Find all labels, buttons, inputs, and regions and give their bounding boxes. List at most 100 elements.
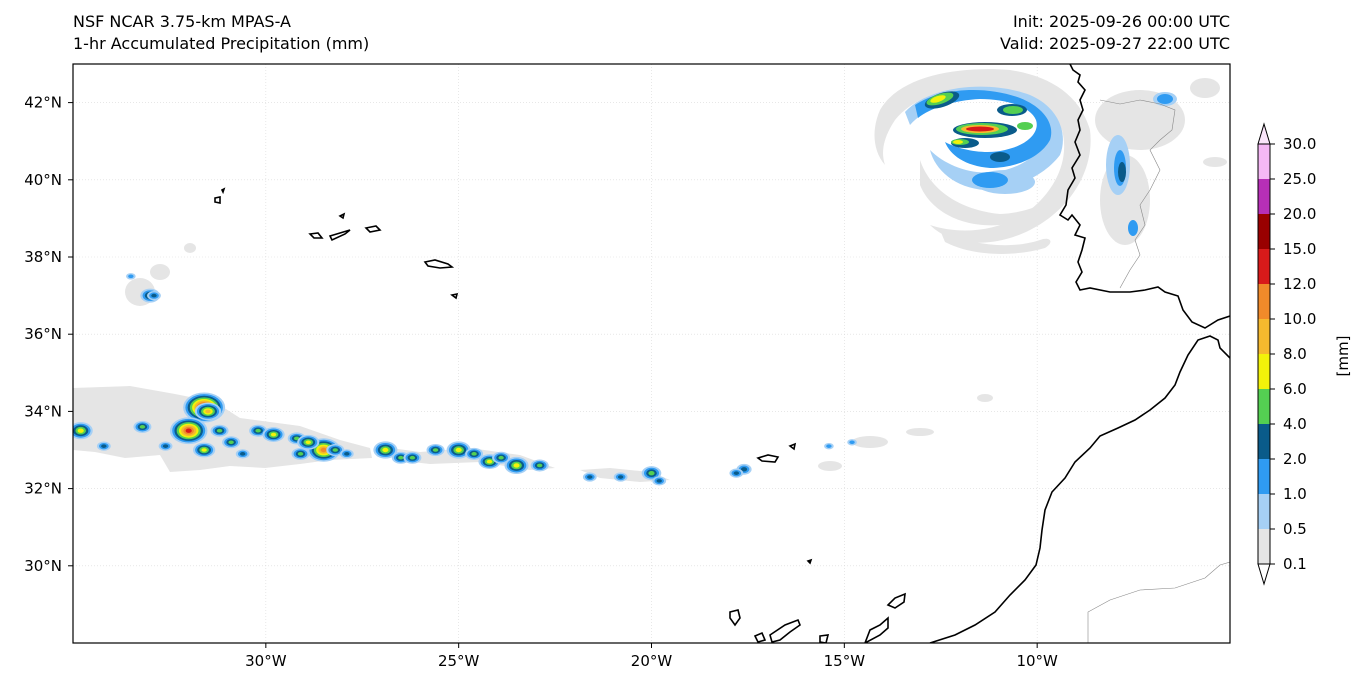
coastline-africa (929, 335, 1230, 643)
precip-cell (270, 432, 277, 437)
precip-area-trace (953, 140, 963, 144)
colorbar-level-label: 1.0 (1283, 485, 1307, 503)
precip-area-trace (818, 461, 842, 471)
precip-cell (344, 452, 350, 456)
colorbar-level-label: 12.0 (1283, 275, 1316, 293)
colorbar-swatch (1258, 284, 1270, 319)
lat-tick-label: 42°N (24, 94, 62, 112)
precip-area-trace (990, 152, 1010, 162)
precip-area-trace (852, 436, 888, 448)
precip-cell (151, 293, 157, 298)
precip-area-trace (150, 264, 170, 280)
island-gran-canaria (819, 634, 830, 643)
island-santa-maria (450, 292, 459, 300)
precip-cell (216, 428, 223, 433)
precip-cell (733, 471, 740, 475)
colorbar-swatch (1258, 179, 1270, 214)
colorbar-swatch (1258, 144, 1270, 179)
precip-cell (536, 463, 543, 468)
colorbar-level-label: 0.5 (1283, 520, 1307, 538)
colorbar: 0.1 0.5 1.0 2.0 4.0 6.0 8.0 10.0 12.0 15.0 20.0 25.… (1257, 122, 1316, 586)
lon-tick-label: 15°W (824, 652, 866, 670)
colorbar-unit-label: [mm] (1334, 336, 1352, 377)
lat-tick-label: 36°N (24, 325, 62, 343)
borders (1087, 99, 1230, 643)
lat-tick-label: 34°N (24, 402, 62, 420)
field-title: 1-hr Accumulated Precipitation (mm) (73, 34, 370, 53)
colorbar-swatch (1258, 319, 1270, 354)
precip-cell (332, 448, 338, 452)
island-fuerteventura (864, 616, 889, 643)
colorbar-level-label: 20.0 (1283, 205, 1316, 223)
colorbar-swatch (1258, 459, 1270, 494)
lat-tick-label: 40°N (24, 171, 62, 189)
colorbar-level-label: 15.0 (1283, 240, 1316, 258)
init-time: Init: 2025-09-26 00:00 UTC (1012, 12, 1230, 31)
precip-layer (73, 69, 1227, 486)
precip-cell (498, 455, 504, 460)
lon-tick-label: 25°W (438, 652, 480, 670)
colorbar-swatch (1258, 249, 1270, 284)
precip-area-trace (1003, 106, 1023, 114)
precip-cell (471, 452, 477, 456)
model-title: NSF NCAR 3.75-km MPAS-A (73, 12, 291, 31)
colorbar-swatch (1258, 354, 1270, 389)
precip-cell (228, 440, 234, 445)
precip-cell (162, 444, 169, 448)
lat-tick-label: 30°N (24, 557, 62, 575)
precip-cell (139, 425, 146, 429)
precip-cell (239, 452, 246, 456)
lat-tick-label: 32°N (24, 480, 62, 498)
precip-area-trace (1017, 122, 1033, 130)
island-lanzarote (886, 592, 906, 609)
precip-cell (826, 444, 832, 448)
colorbar-swatch (1258, 389, 1270, 424)
island-sao-miguel (423, 259, 455, 269)
precip-area-trace (920, 160, 1068, 226)
precip-cell (77, 428, 84, 433)
colorbar-level-label: 8.0 (1283, 345, 1307, 363)
storm-system (874, 69, 1227, 254)
island-corvo (220, 187, 226, 195)
precip-area-trace (1118, 162, 1126, 182)
colorbar-level-label: 6.0 (1283, 380, 1307, 398)
island-la-gomera (753, 631, 767, 643)
colorbar-over-extend (1257, 122, 1271, 145)
lon-tick-label: 30°W (245, 652, 287, 670)
precip-cell (201, 448, 207, 452)
island-madeira (756, 454, 780, 463)
precip-cell (293, 436, 300, 441)
title-left: NSF NCAR 3.75-km MPAS-A 1-hr Accumulated… (73, 11, 369, 55)
colorbar-level-label: 30.0 (1283, 135, 1316, 153)
precip-cell (128, 274, 134, 279)
precip-cell (398, 455, 404, 460)
precip-area-trace (906, 428, 934, 436)
border-morocco-western-sahara (1087, 561, 1230, 643)
island-faial (308, 232, 324, 239)
precip-cell (205, 409, 211, 414)
colorbar-level-label: 0.1 (1283, 555, 1307, 573)
colorbar-level-label: 10.0 (1283, 310, 1316, 328)
precip-cell (617, 475, 624, 479)
colorbar-level-label: 4.0 (1283, 415, 1307, 433)
precip-area-trace (972, 172, 1008, 188)
precip-cell (587, 475, 593, 479)
precip-area-trace (940, 230, 1051, 254)
precip-area-trace (905, 86, 1063, 190)
precip-area-trace (1190, 78, 1220, 98)
island-la-palma (729, 609, 741, 627)
precip-cell (305, 440, 311, 445)
precip-area-trace (915, 89, 1052, 168)
precip-area-trace (930, 95, 946, 103)
precip-cell (185, 428, 192, 433)
colorbar-under-extend (1257, 563, 1271, 586)
island-porto-santo (788, 442, 797, 451)
precip-cell (255, 428, 261, 433)
island-flores (214, 196, 221, 204)
colorbar-swatch (1258, 529, 1270, 564)
precip-cell (432, 448, 439, 452)
precip-area-trace (1203, 157, 1227, 167)
lat-tick-label: 38°N (24, 248, 62, 266)
precip-cell (297, 452, 304, 456)
precip-cell (382, 447, 389, 453)
